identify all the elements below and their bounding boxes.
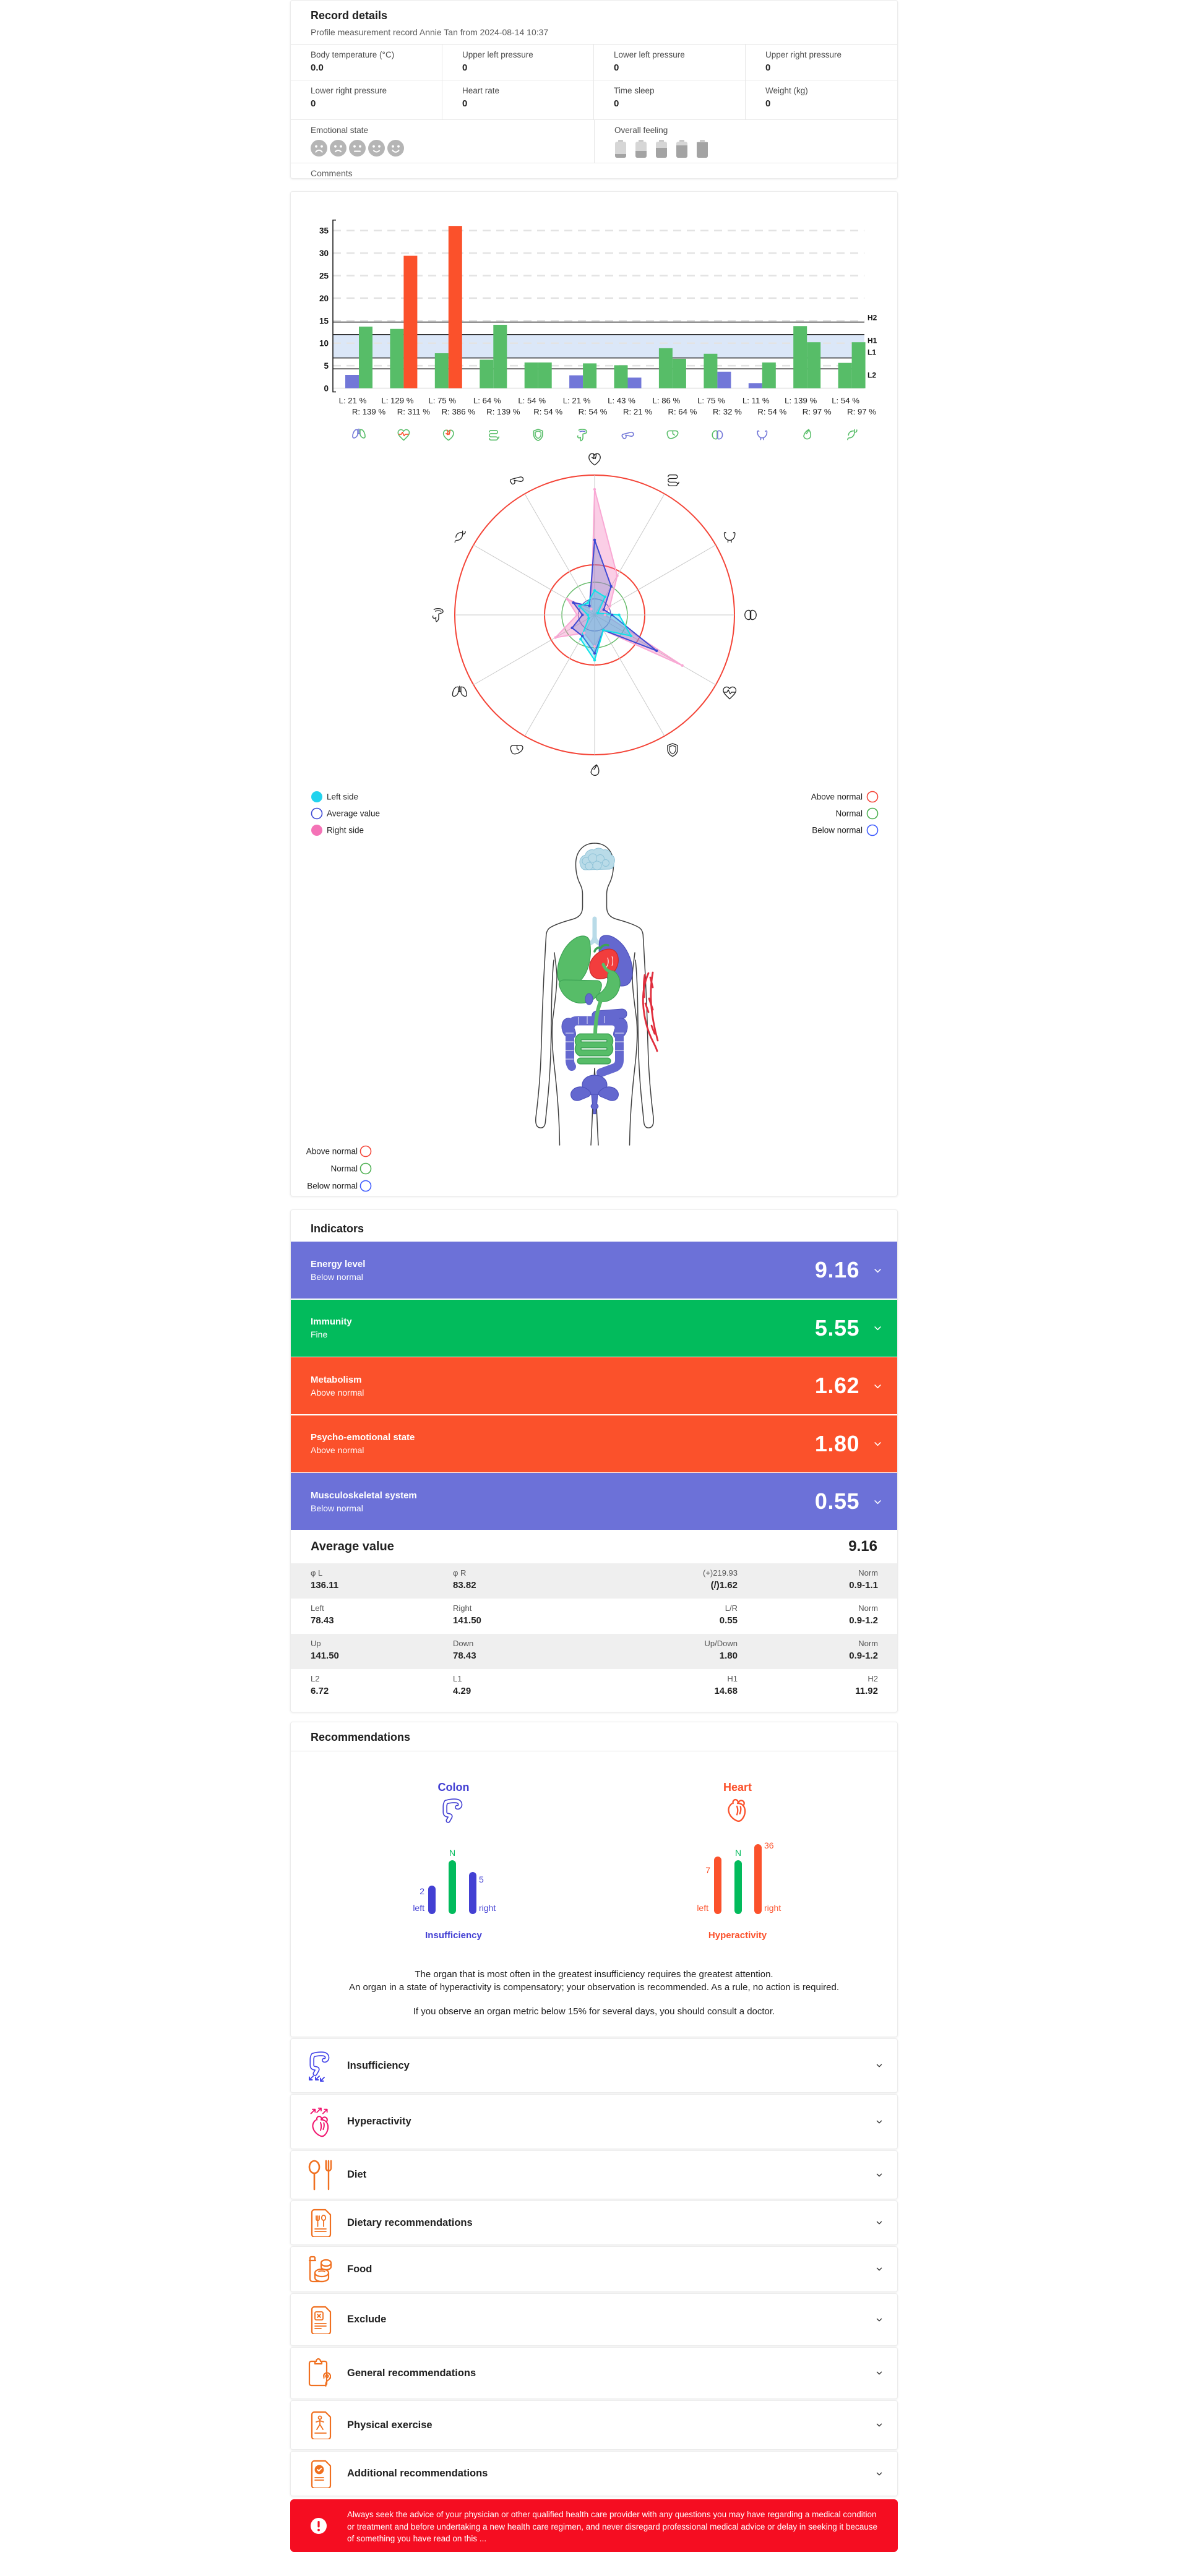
svg-text:L: 139 %: L: 139 % xyxy=(785,396,817,405)
svg-text:R: 54 %: R: 54 % xyxy=(533,407,562,416)
svg-text:30: 30 xyxy=(319,249,329,258)
svg-text:L: 129 %: L: 129 % xyxy=(381,396,413,405)
svg-text:L: 54 %: L: 54 % xyxy=(518,396,546,405)
svg-text:L1: L1 xyxy=(867,348,876,357)
svg-text:Normal: Normal xyxy=(330,1164,358,1174)
svg-text:L: 86 %: L: 86 % xyxy=(653,396,681,405)
svg-text:Average value: Average value xyxy=(327,809,380,818)
svg-text:Left side: Left side xyxy=(327,792,358,802)
svg-text:L: 64 %: L: 64 % xyxy=(473,396,501,405)
svg-text:R: 139 %: R: 139 % xyxy=(486,407,520,416)
svg-text:R: 139 %: R: 139 % xyxy=(352,407,386,416)
svg-text:10: 10 xyxy=(319,339,329,348)
svg-text:L: 54 %: L: 54 % xyxy=(832,396,859,405)
svg-text:L: 75 %: L: 75 % xyxy=(697,396,725,405)
svg-text:R: 54 %: R: 54 % xyxy=(757,407,786,416)
svg-text:25: 25 xyxy=(319,272,329,281)
svg-text:L: 21 %: L: 21 % xyxy=(339,396,367,405)
svg-text:Above normal: Above normal xyxy=(306,1147,358,1156)
svg-text:H1: H1 xyxy=(867,337,877,345)
svg-text:Below normal: Below normal xyxy=(812,826,863,835)
svg-text:R: 311 %: R: 311 % xyxy=(397,407,431,416)
svg-text:35: 35 xyxy=(319,226,329,236)
svg-text:L: 43 %: L: 43 % xyxy=(608,396,635,405)
svg-text:L: 75 %: L: 75 % xyxy=(428,396,456,405)
svg-text:R: 64 %: R: 64 % xyxy=(668,407,697,416)
svg-text:0: 0 xyxy=(324,384,329,393)
svg-text:15: 15 xyxy=(319,316,329,325)
svg-text:Below normal: Below normal xyxy=(307,1182,358,1191)
svg-text:L: 21 %: L: 21 % xyxy=(563,396,591,405)
svg-text:H2: H2 xyxy=(867,314,877,322)
svg-text:Above normal: Above normal xyxy=(811,792,863,802)
svg-text:R: 54 %: R: 54 % xyxy=(579,407,608,416)
svg-text:R: 21 %: R: 21 % xyxy=(623,407,652,416)
svg-text:5: 5 xyxy=(324,361,329,371)
svg-text:R: 97 %: R: 97 % xyxy=(803,407,832,416)
svg-text:Right side: Right side xyxy=(327,826,364,835)
svg-text:L: 11 %: L: 11 % xyxy=(742,396,770,405)
svg-text:20: 20 xyxy=(319,294,329,303)
svg-text:Normal: Normal xyxy=(835,809,863,818)
svg-text:R: 32 %: R: 32 % xyxy=(713,407,742,416)
svg-text:R: 97 %: R: 97 % xyxy=(847,407,876,416)
svg-text:L2: L2 xyxy=(867,371,876,379)
svg-text:R: 386 %: R: 386 % xyxy=(442,407,476,416)
